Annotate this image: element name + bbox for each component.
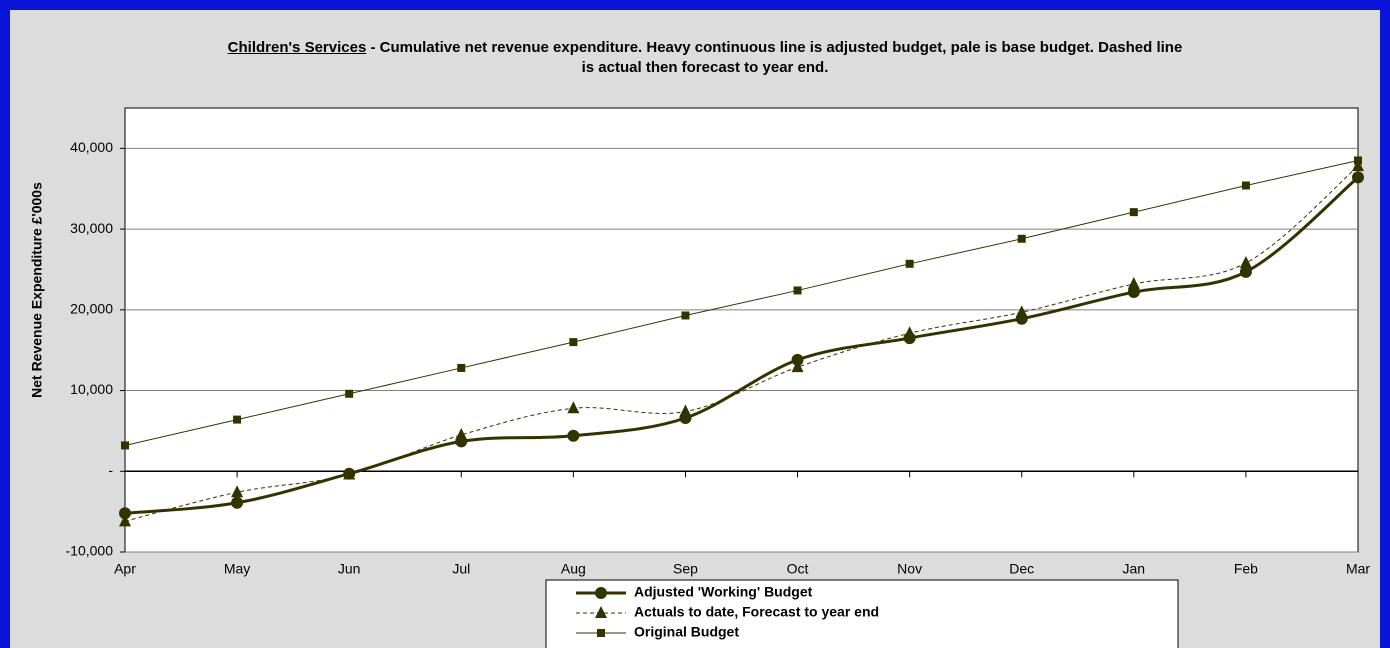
x-tick-label: Mar bbox=[1346, 561, 1370, 577]
y-tick-label: -10,000 bbox=[66, 543, 114, 559]
marker bbox=[457, 363, 466, 372]
marker bbox=[1241, 181, 1250, 190]
y-tick-label: 40,000 bbox=[70, 139, 113, 155]
series-line bbox=[124, 176, 1359, 515]
chart-panel: Children's Services - Cumulative net rev… bbox=[10, 10, 1380, 648]
legend-label: Adjusted 'Working' Budget bbox=[634, 584, 813, 600]
legend: Adjusted 'Working' Budget Actuals to date… bbox=[545, 579, 1179, 648]
series-line bbox=[124, 159, 1359, 446]
x-tick-label: May bbox=[224, 561, 250, 577]
marker bbox=[121, 441, 129, 450]
x-tick-label: Oct bbox=[787, 561, 809, 577]
marker bbox=[1017, 234, 1026, 243]
marker bbox=[1239, 255, 1252, 268]
x-tick-label: Jan bbox=[1123, 561, 1146, 577]
y-axis-title: Net Revenue Expenditure £'000s bbox=[29, 182, 45, 398]
marker bbox=[567, 429, 580, 442]
marker bbox=[231, 496, 244, 509]
y-tick-label: 30,000 bbox=[70, 220, 113, 236]
series-line bbox=[124, 165, 1359, 522]
marker bbox=[679, 404, 692, 417]
marker bbox=[791, 360, 804, 373]
marker bbox=[345, 389, 354, 398]
marker bbox=[597, 629, 605, 637]
marker bbox=[1129, 208, 1138, 217]
marker bbox=[903, 326, 916, 339]
marker bbox=[793, 286, 802, 295]
marker bbox=[231, 485, 244, 498]
x-tick-label: Jul bbox=[452, 561, 470, 577]
x-tick-label: Apr bbox=[114, 561, 136, 577]
marker bbox=[567, 401, 580, 414]
marker bbox=[1127, 276, 1140, 289]
y-tick-label: 10,000 bbox=[70, 381, 113, 397]
marker bbox=[569, 338, 578, 347]
marker bbox=[791, 353, 804, 366]
x-tick-label: Jun bbox=[338, 561, 361, 577]
legend-label: Actuals to date, Forecast to year end bbox=[634, 604, 879, 620]
y-tick-label: 20,000 bbox=[70, 301, 113, 317]
x-tick-label: Nov bbox=[897, 561, 922, 577]
marker bbox=[595, 587, 607, 599]
marker bbox=[1352, 171, 1364, 184]
marker bbox=[1239, 265, 1252, 278]
marker bbox=[1352, 159, 1364, 172]
marker bbox=[1015, 305, 1028, 318]
chart: Net Revenue Expenditure £'000s -10,000-1… bbox=[29, 107, 1370, 648]
marker bbox=[1127, 286, 1140, 299]
marker bbox=[595, 606, 607, 618]
marker bbox=[343, 467, 356, 480]
marker bbox=[119, 514, 131, 527]
legend-box bbox=[545, 579, 1179, 648]
marker bbox=[905, 259, 914, 268]
legend-label: Original Budget bbox=[634, 624, 739, 640]
x-tick-label: Feb bbox=[1234, 561, 1258, 577]
x-tick-label: Dec bbox=[1009, 561, 1034, 577]
x-tick-label: Aug bbox=[561, 561, 586, 577]
marker bbox=[681, 311, 690, 320]
marker bbox=[455, 427, 468, 440]
chart-title: Children's Services - Cumulative net rev… bbox=[225, 38, 1185, 78]
marker bbox=[233, 415, 242, 424]
y-tick-label: - bbox=[108, 462, 113, 478]
x-tick-label: Sep bbox=[673, 561, 698, 577]
title-main: Children's Services bbox=[227, 39, 367, 56]
marker bbox=[119, 507, 131, 520]
title-rest: - Cumulative net revenue expenditure. He… bbox=[370, 39, 1183, 76]
